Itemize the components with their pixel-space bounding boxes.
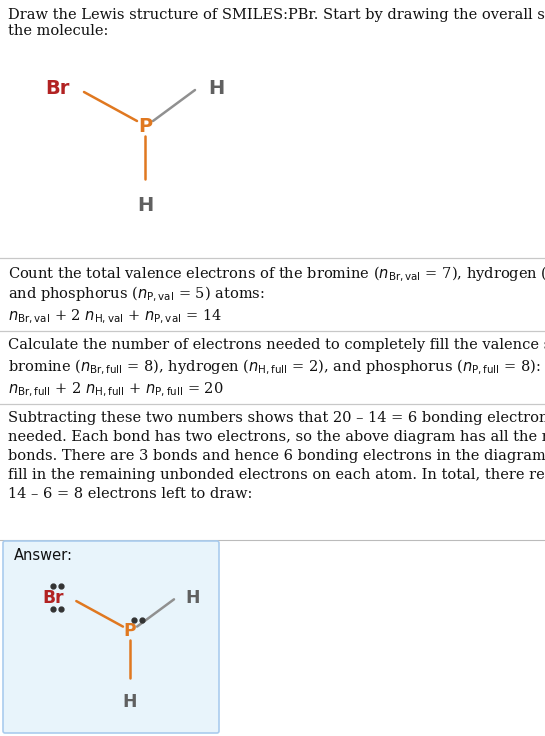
Text: P: P bbox=[138, 116, 152, 135]
Text: bromine ($n_{\mathrm{Br,full}}$ = 8), hydrogen ($n_{\mathrm{H,full}}$ = 2), and : bromine ($n_{\mathrm{Br,full}}$ = 8), hy… bbox=[8, 358, 541, 378]
Text: Count the total valence electrons of the bromine ($n_{\mathrm{Br,val}}$ = 7), hy: Count the total valence electrons of the… bbox=[8, 265, 545, 284]
Text: needed. Each bond has two electrons, so the above diagram has all the necessary: needed. Each bond has two electrons, so … bbox=[8, 430, 545, 444]
Text: bonds. There are 3 bonds and hence 6 bonding electrons in the diagram. Lastly,: bonds. There are 3 bonds and hence 6 bon… bbox=[8, 449, 545, 463]
Text: H: H bbox=[208, 79, 224, 97]
Text: Draw the Lewis structure of SMILES:PBr. Start by drawing the overall structure o: Draw the Lewis structure of SMILES:PBr. … bbox=[8, 8, 545, 22]
Text: Subtracting these two numbers shows that 20 – 14 = 6 bonding electrons are: Subtracting these two numbers shows that… bbox=[8, 411, 545, 425]
FancyBboxPatch shape bbox=[3, 541, 219, 733]
Text: $n_{\mathrm{Br,val}}$ + 2 $n_{\mathrm{H,val}}$ + $n_{\mathrm{P,val}}$ = 14: $n_{\mathrm{Br,val}}$ + 2 $n_{\mathrm{H,… bbox=[8, 308, 222, 326]
Text: fill in the remaining unbonded electrons on each atom. In total, there remain: fill in the remaining unbonded electrons… bbox=[8, 468, 545, 482]
Text: 14 – 6 = 8 electrons left to draw:: 14 – 6 = 8 electrons left to draw: bbox=[8, 487, 252, 501]
Text: H: H bbox=[137, 196, 153, 215]
Text: Calculate the number of electrons needed to completely fill the valence shells f: Calculate the number of electrons needed… bbox=[8, 338, 545, 352]
Text: $n_{\mathrm{Br,full}}$ + 2 $n_{\mathrm{H,full}}$ + $n_{\mathrm{P,full}}$ = 20: $n_{\mathrm{Br,full}}$ + 2 $n_{\mathrm{H… bbox=[8, 381, 223, 400]
Text: P: P bbox=[124, 622, 136, 640]
Text: Br: Br bbox=[43, 589, 64, 606]
Text: and phosphorus ($n_{\mathrm{P,val}}$ = 5) atoms:: and phosphorus ($n_{\mathrm{P,val}}$ = 5… bbox=[8, 285, 265, 304]
Text: H: H bbox=[123, 693, 137, 710]
Text: H: H bbox=[185, 589, 200, 606]
Text: the molecule:: the molecule: bbox=[8, 24, 108, 38]
Text: Br: Br bbox=[46, 79, 70, 97]
Text: Answer:: Answer: bbox=[14, 548, 73, 563]
